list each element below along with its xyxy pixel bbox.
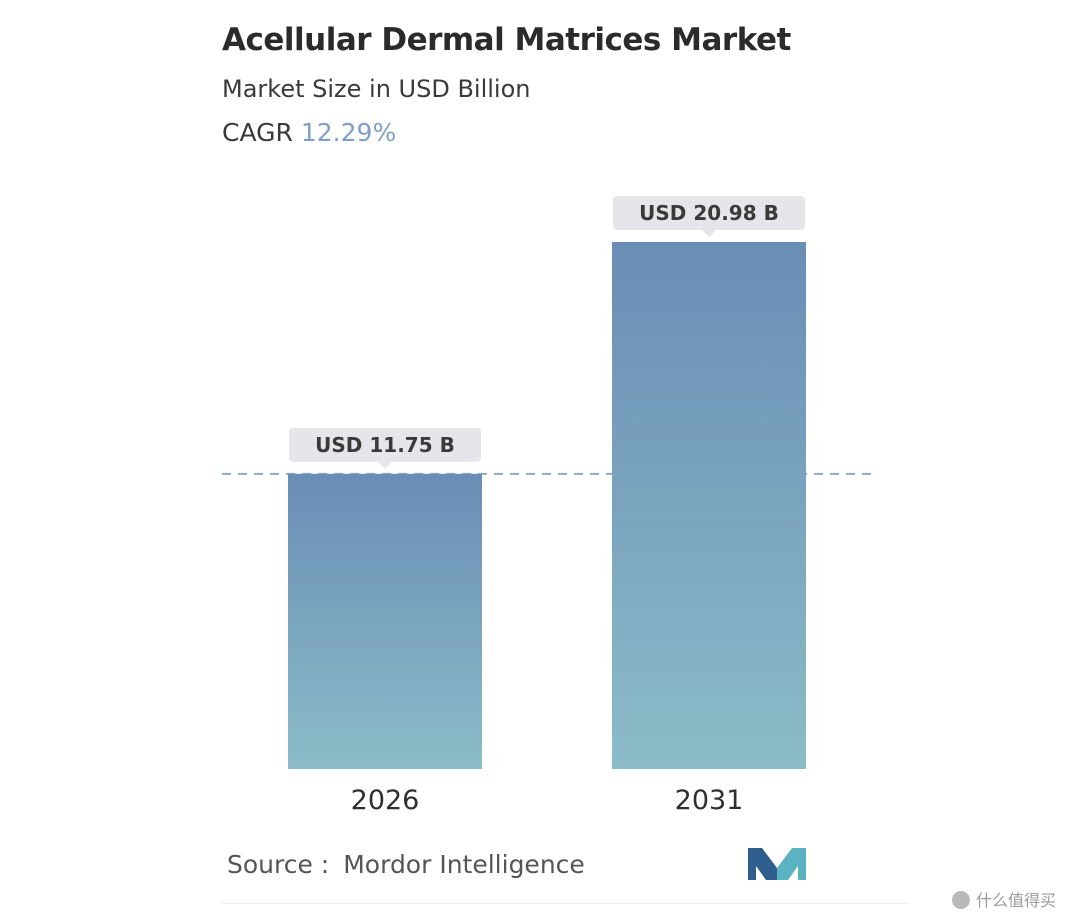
data-label: USD 11.75 B xyxy=(315,433,455,457)
value-label-pointer xyxy=(378,461,392,469)
source-label: Source : xyxy=(227,850,330,879)
cagr-line: CAGR 12.29% xyxy=(222,118,396,147)
bar-2026 xyxy=(288,473,482,769)
value-label-box xyxy=(289,427,481,462)
value-label-pointer xyxy=(702,230,716,237)
x-tick-label: 2031 xyxy=(675,785,744,816)
cagr-label: CAGR xyxy=(222,118,293,147)
cagr-value: 12.29% xyxy=(300,118,397,147)
chart-subtitle: Market Size in USD Billion xyxy=(222,75,531,103)
bar-chart: USD 11.75 B 2026 USD 20.98 B 2031 xyxy=(222,196,878,816)
data-label: USD 20.98 B xyxy=(639,201,779,225)
bar-2031 xyxy=(612,242,806,769)
site-watermark: 什么值得买 xyxy=(952,887,1056,911)
mordor-intelligence-logo-icon xyxy=(748,848,806,880)
value-label-box xyxy=(613,196,805,230)
source-line: Source : Mordor Intelligence xyxy=(227,850,585,879)
watermark-text: 什么值得买 xyxy=(976,891,1057,910)
source-name: Mordor Intelligence xyxy=(343,850,585,879)
footer-divider xyxy=(222,903,908,904)
x-tick-label: 2026 xyxy=(351,785,420,816)
chart-title: Acellular Dermal Matrices Market xyxy=(222,22,791,58)
watermark-logo-icon xyxy=(952,891,970,909)
